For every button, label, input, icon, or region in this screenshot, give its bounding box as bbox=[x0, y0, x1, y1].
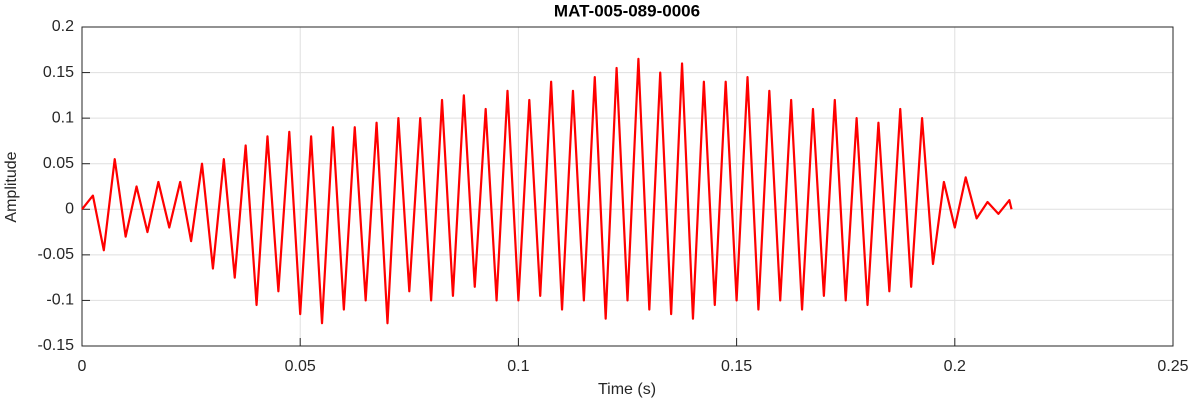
y-axis-label: Amplitude bbox=[3, 151, 20, 222]
x-tick-label: 0.25 bbox=[1157, 358, 1188, 375]
y-tick-label: 0.15 bbox=[43, 64, 74, 81]
y-tick-label: 0 bbox=[65, 201, 74, 218]
x-tick-label: 0 bbox=[78, 358, 87, 375]
signal-line bbox=[81, 57, 1013, 325]
x-tick-label: 0.15 bbox=[721, 358, 752, 375]
y-tick-label: -0.05 bbox=[38, 246, 75, 263]
y-tick-label: 0.1 bbox=[52, 109, 74, 126]
x-tick-label: 0.2 bbox=[944, 358, 966, 375]
axes-box bbox=[81, 26, 1174, 347]
y-tick-label: -0.1 bbox=[46, 292, 74, 309]
y-tick-label: 0.2 bbox=[52, 18, 74, 35]
x-axis-label: Time (s) bbox=[598, 381, 656, 398]
x-tick-label: 0.05 bbox=[285, 358, 316, 375]
x-tick-label: 0.1 bbox=[507, 358, 529, 375]
y-tick-label: -0.15 bbox=[38, 337, 75, 354]
chart-title: MAT-005-089-0006 bbox=[554, 1, 700, 20]
y-tick-label: 0.05 bbox=[43, 155, 74, 172]
